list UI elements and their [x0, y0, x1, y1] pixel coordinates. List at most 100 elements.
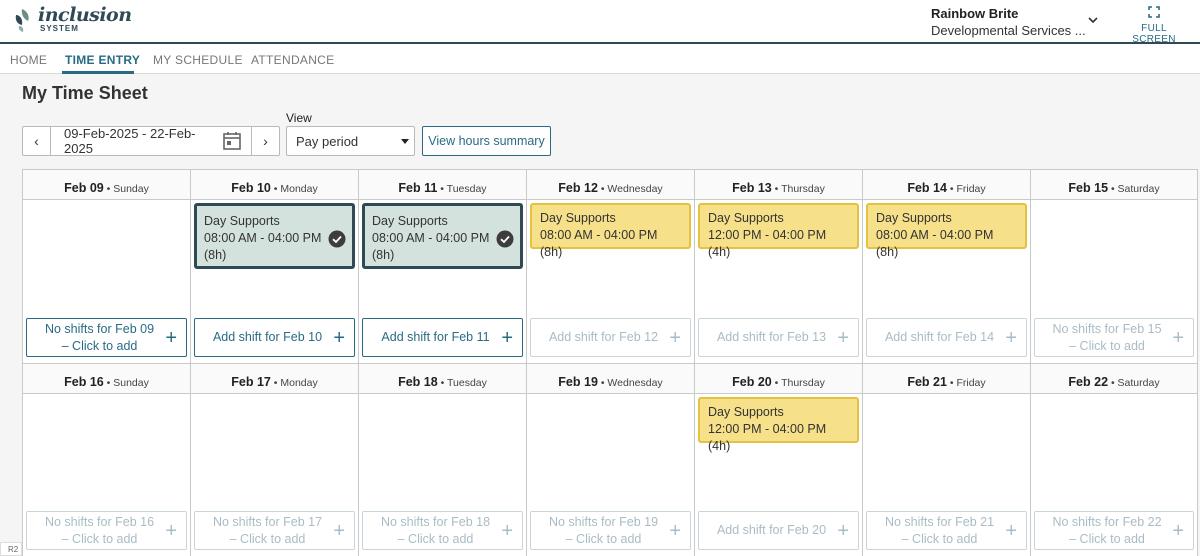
shift-hours: (4h) [708, 439, 731, 453]
day-date: Feb 18 [398, 375, 438, 389]
day-cell: Feb 10 • Monday Day Supports 08:00 AM - 04… [191, 170, 359, 364]
add-shift-button[interactable]: Add shift for Feb 20 + [698, 511, 859, 550]
shift-time: 12:00 PM - 04:00 PM [708, 228, 827, 242]
day-date: Feb 13 [732, 181, 772, 195]
day-cell: Feb 15 • Saturday No shifts for Feb 15– C… [1031, 170, 1198, 364]
day-separator: • [946, 183, 957, 195]
day-weekday: Friday [956, 377, 986, 389]
nav-attendance[interactable]: ATTENDANCE [251, 53, 335, 67]
shift-card[interactable]: Day Supports 12:00 PM - 04:00 PM (4h) [698, 397, 859, 453]
day-date: Feb 15 [1068, 181, 1109, 195]
timesheet-calendar: Feb 09 • Sunday No shifts for Feb 09– Cli… [22, 169, 1198, 556]
shift-card[interactable]: Day Supports 08:00 AM - 04:00 PM (8h) [530, 203, 691, 259]
nav-home[interactable]: HOME [10, 53, 48, 67]
fullscreen-button[interactable]: FULL SCREEN [1120, 6, 1188, 45]
day-weekday: Friday [956, 183, 986, 195]
top-bar: inclusion SYSTEM Rainbow Brite Developme… [0, 0, 1200, 45]
add-shift-button[interactable]: Add shift for Feb 10 + [194, 318, 355, 357]
footer-tag: R2 [0, 542, 22, 556]
shift-card[interactable]: Day Supports 12:00 PM - 04:00 PM (4h) [698, 203, 859, 259]
shift-hours: (8h) [204, 248, 227, 262]
add-shift-button[interactable]: Add shift for Feb 14 + [866, 318, 1027, 357]
day-cell: Feb 12 • Wednesday Day Supports 08:00 AM -… [527, 170, 695, 364]
calendar-icon[interactable] [221, 130, 243, 152]
add-shift-button[interactable]: No shifts for Feb 17– Click to add + [194, 511, 355, 550]
plus-icon: + [1172, 520, 1184, 542]
add-shift-label: No shifts for Feb 17– Click to add [212, 514, 323, 546]
plus-icon: + [837, 327, 849, 349]
shift-title: Day Supports [540, 211, 616, 225]
day-date: Feb 21 [907, 375, 947, 389]
day-weekday: Saturday [1117, 377, 1160, 389]
day-separator: • [270, 183, 281, 195]
day-cell: Feb 17 • Monday No shifts for Feb 17– Cli… [191, 364, 359, 556]
fullscreen-label: FULL SCREEN [1132, 23, 1176, 45]
day-weekday: Monday [280, 183, 318, 195]
day-weekday: Monday [280, 377, 318, 389]
shift-card[interactable]: Day Supports 08:00 AM - 04:00 PM (8h) [194, 203, 355, 269]
add-shift-button[interactable]: No shifts for Feb 21– Click to add + [866, 511, 1027, 550]
day-header: Feb 17 • Monday [191, 364, 358, 394]
brand-logo[interactable]: inclusion SYSTEM [10, 6, 132, 33]
chevron-down-icon[interactable] [1086, 13, 1100, 27]
add-shift-button[interactable]: No shifts for Feb 18– Click to add + [362, 511, 523, 550]
plus-icon: + [501, 327, 513, 349]
add-shift-label: No shifts for Feb 15– Click to add [1052, 321, 1162, 353]
user-menu[interactable]: Rainbow Brite Developmental Services ... [931, 6, 1086, 38]
previous-period-button[interactable]: ‹ [23, 127, 51, 155]
brand-name: inclusion [38, 4, 132, 26]
shift-title: Day Supports [876, 211, 952, 225]
shift-title: Day Supports [708, 405, 784, 419]
page-title: My Time Sheet [22, 83, 148, 103]
add-shift-label: No shifts for Feb 09– Click to add [44, 321, 155, 353]
plus-icon: + [837, 520, 849, 542]
day-cell: Feb 16 • Sunday No shifts for Feb 16– Cli… [23, 364, 191, 556]
add-shift-button[interactable]: No shifts for Feb 15– Click to add + [1034, 318, 1194, 357]
plus-icon: + [333, 520, 345, 542]
shift-card[interactable]: Day Supports 08:00 AM - 04:00 PM (8h) [362, 203, 523, 269]
day-weekday: Thursday [781, 183, 825, 195]
check-circle-icon [496, 230, 514, 248]
day-weekday: Wednesday [607, 377, 663, 389]
day-date: Feb 17 [231, 375, 271, 389]
view-hours-summary-button[interactable]: View hours summary [422, 126, 551, 156]
shift-hours: (8h) [540, 245, 563, 259]
add-shift-button[interactable]: No shifts for Feb 16– Click to add + [26, 511, 187, 550]
add-shift-button[interactable]: No shifts for Feb 09– Click to add + [26, 318, 187, 357]
day-separator: • [437, 183, 447, 195]
day-separator: • [946, 377, 957, 389]
shift-title: Day Supports [372, 214, 448, 228]
add-shift-label: No shifts for Feb 22– Click to add [1052, 514, 1162, 546]
day-header: Feb 14 • Friday [863, 170, 1030, 200]
day-header: Feb 16 • Sunday [23, 364, 190, 394]
plus-icon: + [165, 327, 177, 349]
day-weekday: Saturday [1117, 183, 1160, 195]
shift-time-hours: 12:00 PM - 04:00 PM (4h) [708, 227, 849, 261]
add-shift-label: No shifts for Feb 19– Click to add [548, 514, 659, 546]
shift-hours: (4h) [708, 245, 731, 259]
day-date: Feb 16 [64, 375, 104, 389]
day-weekday: Sunday [113, 377, 149, 389]
view-label: View [286, 111, 312, 125]
nav-my-schedule[interactable]: MY SCHEDULE [153, 53, 243, 67]
add-shift-button[interactable]: Add shift for Feb 13 + [698, 318, 859, 357]
add-shift-button[interactable]: No shifts for Feb 22– Click to add + [1034, 511, 1194, 550]
add-shift-button[interactable]: No shifts for Feb 19– Click to add + [530, 511, 691, 550]
date-range-text[interactable]: 09-Feb-2025 - 22-Feb-2025 [64, 126, 196, 156]
view-select[interactable]: Pay period [286, 126, 415, 156]
day-separator: • [1108, 377, 1118, 389]
day-header: Feb 11 • Tuesday [359, 170, 526, 200]
nav-time-entry[interactable]: TIME ENTRY [65, 53, 141, 67]
shift-time-hours: 12:00 PM - 04:00 PM (4h) [708, 421, 849, 455]
shift-card[interactable]: Day Supports 08:00 AM - 04:00 PM (8h) [866, 203, 1027, 259]
next-period-button[interactable]: › [251, 127, 279, 155]
day-separator: • [771, 183, 782, 195]
add-shift-button[interactable]: Add shift for Feb 12 + [530, 318, 691, 357]
user-org: Developmental Services ... [931, 23, 1086, 38]
shift-time: 08:00 AM - 04:00 PM [876, 228, 994, 242]
fullscreen-icon [1148, 6, 1160, 18]
date-range-picker: ‹ 09-Feb-2025 - 22-Feb-2025 › [22, 126, 280, 156]
add-shift-label: Add shift for Feb 20 [716, 523, 827, 537]
plus-icon: + [501, 520, 513, 542]
add-shift-button[interactable]: Add shift for Feb 11 + [362, 318, 523, 357]
